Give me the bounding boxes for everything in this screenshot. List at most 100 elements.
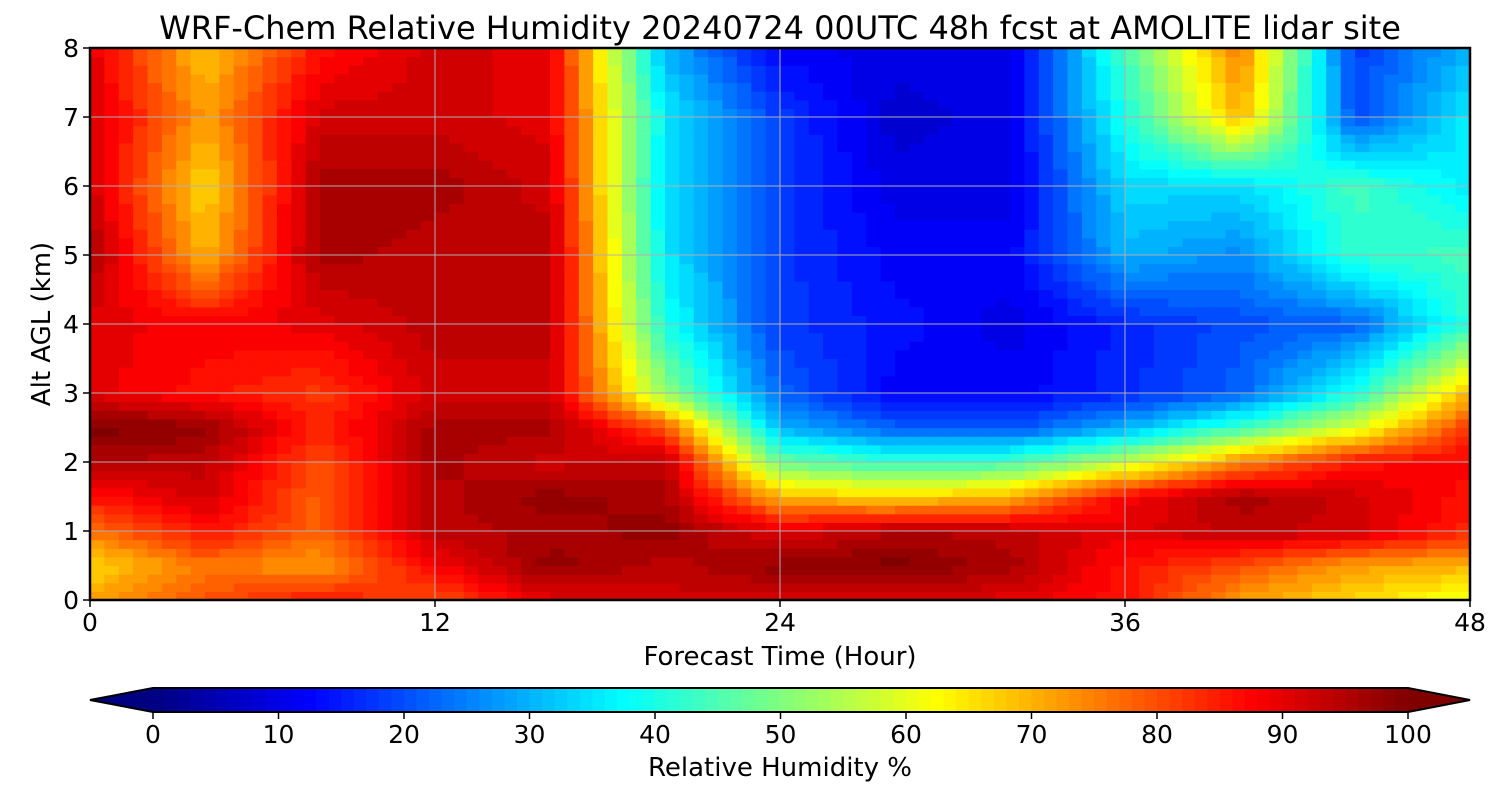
heatmap-cell — [478, 418, 494, 429]
heatmap-cell — [262, 211, 278, 222]
heatmap-cell — [420, 436, 436, 446]
heatmap-cell — [1038, 565, 1054, 575]
heatmap-cell — [147, 255, 163, 265]
heatmap-cell — [1125, 548, 1140, 558]
heatmap-cell — [1398, 280, 1414, 291]
heatmap-cell — [995, 280, 1011, 291]
heatmap-cell — [391, 548, 407, 558]
heatmap-cell — [1110, 289, 1126, 299]
heatmap-cell — [1168, 160, 1184, 170]
heatmap-cell — [1311, 436, 1327, 446]
heatmap-cell — [866, 548, 882, 558]
heatmap-cell — [1297, 418, 1313, 429]
heatmap-cell — [276, 324, 292, 334]
heatmap-cell — [348, 556, 364, 567]
heatmap-cell — [1383, 410, 1399, 420]
heatmap-cell — [895, 548, 910, 558]
heatmap-cell — [780, 556, 795, 567]
heatmap-cell — [1426, 237, 1442, 247]
heatmap-cell — [133, 556, 149, 567]
heatmap-cell — [463, 298, 479, 308]
heatmap-cell — [1067, 324, 1083, 334]
heatmap-cell — [363, 453, 379, 463]
heatmap-cell — [693, 444, 709, 454]
heatmap-cell — [665, 263, 680, 273]
heatmap-cell — [607, 341, 623, 351]
heatmap-cell — [118, 418, 134, 429]
heatmap-cell — [1211, 229, 1227, 239]
heatmap-cell — [708, 522, 724, 532]
heatmap-cell — [449, 582, 465, 592]
heatmap-cell — [463, 229, 479, 239]
heatmap-cell — [665, 211, 680, 222]
heatmap-cell — [564, 375, 580, 385]
heatmap-cell — [1067, 272, 1083, 282]
heatmap-cell — [291, 436, 307, 446]
heatmap-cell — [607, 384, 623, 394]
heatmap-cell — [1355, 393, 1370, 403]
heatmap-cell — [478, 505, 494, 515]
heatmap-cell — [521, 436, 537, 446]
heatmap-cell — [233, 565, 249, 575]
heatmap-cell — [1311, 263, 1327, 273]
heatmap-cell — [665, 375, 680, 385]
heatmap-cell — [391, 367, 407, 377]
heatmap-cell — [1024, 237, 1040, 247]
heatmap-cell — [1024, 194, 1040, 204]
heatmap-cell — [966, 556, 982, 567]
heatmap-cell — [276, 453, 292, 463]
heatmap-cell — [1355, 487, 1370, 498]
heatmap-cell — [1412, 462, 1428, 472]
heatmap-cell — [1369, 401, 1385, 411]
heatmap-cell — [406, 393, 422, 403]
heatmap-cell — [1426, 229, 1442, 239]
heatmap-cell — [1196, 160, 1212, 170]
heatmap-cell — [679, 220, 695, 230]
heatmap-cell — [607, 436, 623, 446]
heatmap-cell — [765, 384, 781, 394]
heatmap-cell — [478, 160, 494, 170]
heatmap-cell — [1297, 556, 1313, 567]
heatmap-cell — [104, 453, 120, 463]
heatmap-cell — [693, 203, 709, 213]
heatmap-cell — [377, 332, 393, 342]
heatmap-cell — [1139, 531, 1155, 541]
heatmap-cell — [708, 203, 724, 213]
heatmap-cell — [1010, 591, 1025, 600]
heatmap-cell — [1297, 358, 1313, 368]
heatmap-cell — [966, 470, 982, 480]
heatmap-cell — [147, 531, 163, 541]
heatmap-cell — [535, 401, 551, 411]
heatmap-cell — [765, 401, 781, 411]
heatmap-cell — [1053, 160, 1069, 170]
heatmap-cell — [1211, 470, 1227, 480]
heatmap-cell — [593, 168, 609, 178]
heatmap-cell — [1340, 393, 1356, 403]
heatmap-cell — [492, 246, 508, 256]
heatmap-cell — [219, 505, 235, 515]
heatmap-cell — [90, 565, 105, 575]
heatmap-cell — [1441, 462, 1457, 472]
heatmap-cell — [406, 177, 422, 187]
heatmap-cell — [90, 272, 105, 282]
heatmap-cell — [205, 556, 220, 567]
heatmap-cell — [492, 289, 508, 299]
heatmap-cell — [1038, 487, 1054, 498]
heatmap-cell — [995, 565, 1011, 575]
heatmap-cell — [1211, 203, 1227, 213]
heatmap-cell — [90, 177, 105, 187]
heatmap-cell — [1311, 298, 1327, 308]
heatmap-cell — [521, 220, 537, 230]
heatmap-cell — [909, 255, 925, 265]
heatmap-cell — [406, 263, 422, 273]
heatmap-cell — [406, 427, 422, 437]
heatmap-cell — [765, 306, 781, 316]
heatmap-cell — [248, 513, 264, 523]
heatmap-cell — [621, 487, 637, 498]
heatmap-cell — [435, 160, 450, 170]
heatmap-cell — [1139, 574, 1155, 584]
heatmap-cell — [1441, 513, 1457, 523]
heatmap-cell — [995, 582, 1011, 592]
heatmap-cell — [1053, 168, 1069, 178]
heatmap-cell — [866, 177, 882, 187]
